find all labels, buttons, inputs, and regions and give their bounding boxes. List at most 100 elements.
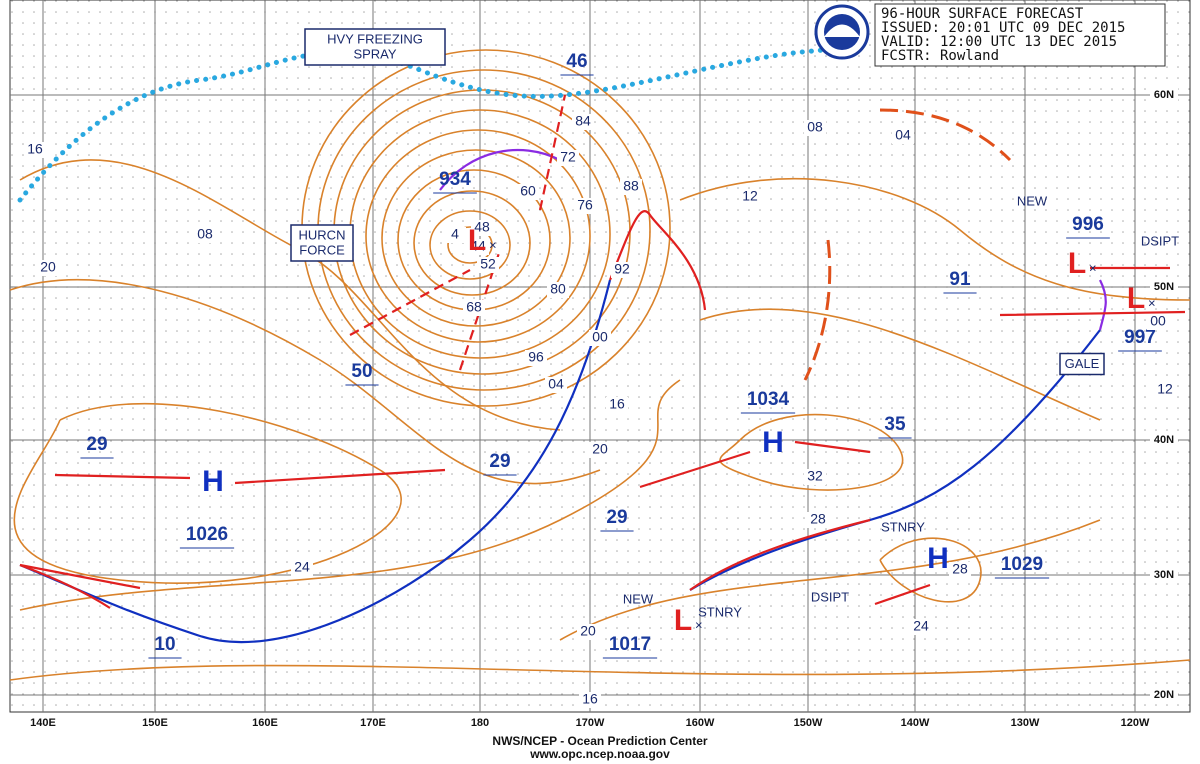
low-center-x: × (1148, 295, 1156, 310)
low-center: L (674, 604, 692, 637)
lat-label-box (1150, 688, 1178, 702)
header-valid: VALID: 12:00 UTC 13 DEC 2015 (881, 34, 1117, 50)
isobar-label-box (545, 377, 567, 393)
isobar-label: 08 (197, 226, 213, 242)
isobar-label-box (739, 189, 761, 205)
high-center: H (202, 465, 224, 498)
isobar-label-box (910, 619, 932, 635)
isobar-label-box (589, 330, 611, 346)
isobar-label: 16 (609, 396, 625, 412)
annotation: STNRY (881, 519, 925, 534)
pressure-label: 50 (351, 361, 372, 382)
isobar-label: 28 (810, 511, 826, 527)
warning-text: GALE (1065, 356, 1100, 371)
isobar-label-box (444, 227, 466, 243)
lat-label-box (1150, 568, 1178, 582)
isobar-label-box (517, 184, 539, 200)
lon-label: 160E (252, 717, 278, 729)
isobar-label-box (807, 512, 829, 528)
footer-url: www.opc.ncep.noaa.gov (529, 747, 670, 761)
isobar-label: 16 (582, 691, 598, 707)
isobar-label: 20 (592, 441, 608, 457)
lat-label: 40N (1154, 434, 1174, 446)
header-issued: ISSUED: 20:01 UTC 09 DEC 2015 (881, 20, 1125, 36)
isobar-label: 92 (614, 261, 630, 277)
lon-label: 160W (686, 717, 715, 729)
lon-label-box (570, 715, 610, 729)
lon-label-box (460, 715, 500, 729)
lon-label: 120W (1121, 717, 1150, 729)
lon-label-box (1005, 715, 1045, 729)
isobar-label: 84 (575, 113, 591, 129)
isobar-label-box (949, 562, 971, 578)
pressure-label: 1017 (609, 634, 651, 655)
isobar-label: 20 (40, 259, 56, 275)
lon-label-box (245, 715, 285, 729)
pressure-label: 29 (606, 507, 627, 528)
pressure-label: 35 (884, 414, 906, 435)
pressure-label: 46 (566, 51, 587, 72)
isobar-label: 00 (1150, 313, 1166, 329)
annotation: DSIPT (1141, 233, 1179, 248)
high-center: H (927, 542, 949, 575)
isobar-label: 72 (560, 149, 576, 165)
lon-label-box (680, 715, 720, 729)
header-box (874, 3, 1166, 67)
isobar-label: 60 (520, 183, 536, 199)
isobar-label-box (477, 257, 499, 273)
isobar-label-box (574, 198, 596, 214)
isobar-label-box (467, 239, 489, 255)
low-center-x: × (695, 617, 703, 632)
isobar-label: 96 (528, 349, 544, 365)
noaa-logo (814, 4, 870, 60)
warning-box (1059, 352, 1105, 376)
low-center-x: × (489, 237, 497, 252)
isobar-label-box (577, 624, 599, 640)
isobar-label: 12 (1157, 381, 1173, 397)
pressure-label: 996 (1072, 214, 1104, 235)
lon-label-box (135, 715, 175, 729)
isobar-label-box (611, 262, 633, 278)
isobar-label-box (804, 120, 826, 136)
isobar-label: 32 (807, 468, 823, 484)
header-forecaster: FCSTR: Rowland (881, 48, 999, 64)
map-background (10, 0, 1190, 712)
isobar-label-box (1154, 382, 1176, 398)
isobar-label-box (572, 114, 594, 130)
low-center: L (1127, 282, 1145, 315)
lon-label: 180 (471, 717, 489, 729)
header-title: 96-HOUR SURFACE FORECAST (881, 6, 1084, 22)
map-frame (9, 0, 1191, 713)
isobar-label: 16 (27, 141, 43, 157)
pressure-label: 997 (1124, 327, 1156, 348)
lon-label-box (353, 715, 393, 729)
isobar-label: 04 (548, 376, 564, 392)
isobar-label-box (579, 692, 601, 708)
low-center: L (1068, 247, 1086, 280)
isobar-label: 20 (580, 623, 596, 639)
isobar-label: 48 (474, 219, 490, 235)
isobar-label: 24 (294, 559, 310, 575)
low-center-x: × (1089, 260, 1097, 275)
lon-label: 130W (1011, 717, 1040, 729)
isobar-label: 80 (550, 281, 566, 297)
isobar-label-box (557, 150, 579, 166)
pressure-label: 10 (154, 634, 175, 655)
annotation: NEW (623, 591, 654, 606)
lon-label: 140W (901, 717, 930, 729)
warning-text: FORCE (299, 242, 345, 257)
isobars (9, 49, 1191, 681)
lon-label: 170E (360, 717, 386, 729)
annotation: NEW (1017, 193, 1048, 208)
lat-label: 30N (1154, 569, 1174, 581)
isobar-label-box (471, 220, 493, 236)
isobar-label: 44 (470, 238, 486, 254)
isobar-label: 4 (451, 226, 459, 242)
low-center: L (468, 224, 486, 257)
isobar-label-box (1147, 314, 1169, 330)
isobar-label-box (194, 227, 216, 243)
isobar-label-box (892, 128, 914, 144)
pressure-label: 91 (949, 269, 971, 290)
lon-label-box (788, 715, 828, 729)
